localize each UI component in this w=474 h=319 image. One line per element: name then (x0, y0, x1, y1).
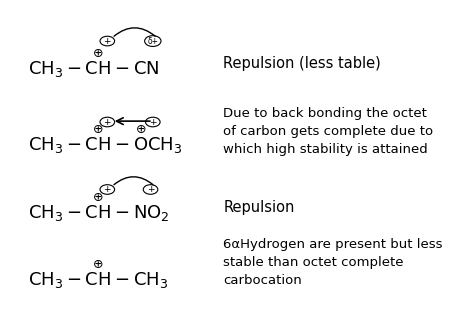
Text: $\mathrm{CH_3 - \overset{\oplus}{CH} - CN}$: $\mathrm{CH_3 - \overset{\oplus}{CH} - C… (27, 47, 159, 80)
Text: δ+: δ+ (147, 37, 158, 46)
Text: $\mathrm{CH_3 - \overset{\oplus}{CH} - NO_2}$: $\mathrm{CH_3 - \overset{\oplus}{CH} - N… (27, 191, 169, 224)
Text: +: + (147, 185, 155, 194)
Text: $\mathrm{CH_3 - \overset{\oplus}{CH} - \overset{\oplus}{O}CH_3}$: $\mathrm{CH_3 - \overset{\oplus}{CH} - \… (27, 124, 182, 156)
Text: +: + (103, 185, 111, 194)
Text: 6αHydrogen are present but less
stable than octet complete
carbocation: 6αHydrogen are present but less stable t… (223, 238, 443, 287)
FancyArrowPatch shape (114, 177, 153, 185)
Text: Repulsion (less table): Repulsion (less table) (223, 56, 381, 71)
Text: Repulsion: Repulsion (223, 200, 295, 215)
FancyArrowPatch shape (114, 28, 155, 36)
Text: +: + (103, 37, 111, 46)
Text: $\mathrm{CH_3 - \overset{\oplus}{CH} - CH_3}$: $\mathrm{CH_3 - \overset{\oplus}{CH} - C… (27, 259, 168, 291)
Text: +: + (149, 117, 156, 127)
Text: +: + (103, 117, 111, 127)
Text: Due to back bonding the octet
of carbon gets complete due to
which high stabilit: Due to back bonding the octet of carbon … (223, 107, 434, 156)
